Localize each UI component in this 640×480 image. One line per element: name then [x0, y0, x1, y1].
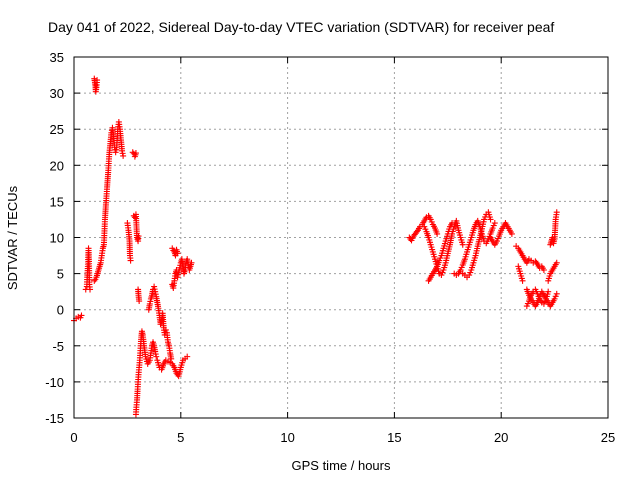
data-point [162, 326, 169, 333]
data-point [533, 259, 540, 266]
data-point [87, 286, 94, 293]
x-tick-label: 15 [387, 430, 401, 445]
x-tick-label: 5 [177, 430, 184, 445]
data-point [184, 353, 191, 360]
x-axis-label: GPS time / hours [292, 458, 391, 473]
data-point [540, 266, 547, 273]
data-point [508, 230, 515, 237]
x-tick-label: 0 [70, 430, 77, 445]
data-point [449, 220, 456, 227]
grid-lines [74, 57, 608, 418]
y-tick-label: -5 [52, 339, 64, 354]
axis-ticks: 0 5 10 15 20 25 -15 -10 -5 0 5 10 15 20 25 30 35 [45, 50, 615, 445]
x-tick-label: 20 [494, 430, 508, 445]
data-point [487, 216, 494, 223]
y-tick-label: -15 [45, 411, 64, 426]
data-point [459, 241, 466, 248]
data-point [94, 77, 101, 84]
data-point [168, 355, 175, 362]
y-tick-label: 35 [50, 50, 64, 65]
data-point [434, 230, 441, 237]
data-point [519, 277, 526, 284]
x-tick-label: 10 [280, 430, 294, 445]
data-point [174, 250, 181, 257]
y-axis-label: SDTVAR / TECUs [5, 185, 20, 290]
data-point [136, 298, 143, 305]
data-point [91, 277, 98, 284]
data-point [413, 228, 420, 235]
data-point [553, 259, 560, 266]
data-point [153, 353, 160, 360]
y-tick-label: -10 [45, 375, 64, 390]
y-tick-label: 0 [57, 303, 64, 318]
data-point [553, 209, 560, 216]
data-points [71, 75, 560, 418]
data-point [170, 247, 177, 254]
data-point [545, 288, 552, 295]
data-point [188, 259, 195, 266]
y-tick-label: 30 [50, 86, 64, 101]
x-tick-label: 25 [601, 430, 615, 445]
data-point [131, 214, 138, 221]
y-tick-label: 5 [57, 267, 64, 282]
y-tick-label: 20 [50, 158, 64, 173]
data-point [135, 233, 142, 240]
data-point [78, 312, 85, 319]
y-tick-label: 25 [50, 122, 64, 137]
y-tick-label: 10 [50, 231, 64, 246]
data-point [127, 257, 134, 264]
chart-title: Day 041 of 2022, Sidereal Day-to-day VTE… [48, 19, 554, 35]
data-point [132, 150, 139, 157]
y-tick-label: 15 [50, 194, 64, 209]
data-point [120, 152, 127, 159]
data-point [553, 290, 560, 297]
data-point [491, 220, 498, 227]
